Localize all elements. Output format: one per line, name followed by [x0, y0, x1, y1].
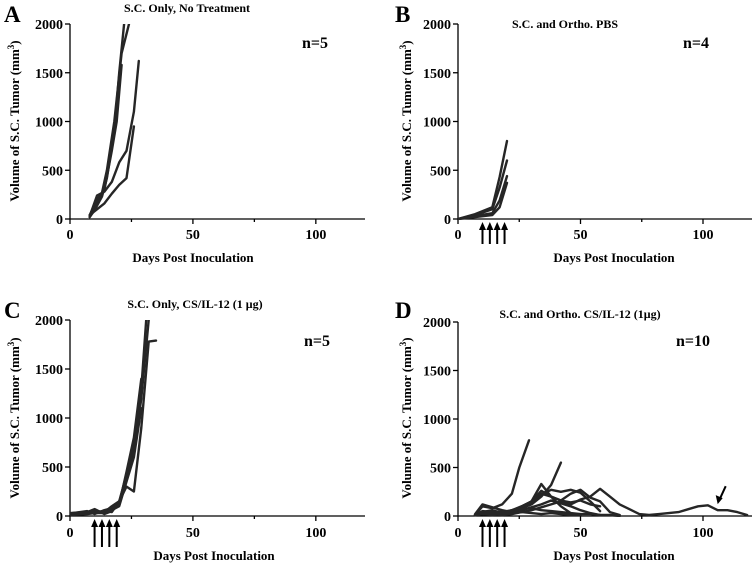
y-tick-label: 500 — [430, 462, 451, 477]
x-tick-label: 100 — [693, 228, 714, 243]
annotation-arrowhead — [715, 495, 723, 505]
y-axis-label-end: ) — [7, 40, 22, 44]
y-axis-label-main: Volume of S.C. Tumor (mm — [7, 346, 22, 499]
y-axis-label: Volume of S.C. Tumor (mm3) — [398, 40, 414, 201]
treatment-arrowhead — [91, 519, 99, 527]
y-axis-label: Volume of S.C. Tumor (mm3) — [6, 337, 22, 498]
panel-letter: B — [395, 2, 410, 27]
treatment-arrowhead — [501, 222, 509, 230]
series-line-mouse-2 — [88, 24, 131, 219]
x-tick-label: 100 — [305, 526, 326, 541]
x-tick-label: 50 — [574, 228, 588, 243]
y-tick-label: 500 — [430, 164, 451, 179]
y-tick-label: 1000 — [35, 412, 63, 427]
treatment-arrowhead — [479, 519, 486, 527]
n-label: n=5 — [302, 35, 328, 52]
x-tick-label: 0 — [67, 526, 74, 541]
annotation-arrow — [718, 485, 727, 500]
y-tick-label: 1500 — [35, 67, 63, 82]
y-tick-label: 1500 — [423, 67, 451, 82]
x-axis-label: Days Post Inoculation — [153, 548, 275, 563]
x-tick-label: 100 — [305, 228, 326, 243]
series-line-mouse-4 — [88, 59, 141, 218]
panel-letter: C — [4, 298, 21, 323]
series-line-mouse-5 — [88, 125, 136, 217]
y-tick-label: 0 — [444, 510, 451, 525]
y-tick-label: 1000 — [423, 413, 451, 428]
x-tick-label: 50 — [186, 526, 200, 541]
series-group — [458, 139, 509, 220]
series-line-mouse-10 — [473, 510, 582, 517]
y-axis-label-superscript: 3 — [6, 44, 16, 49]
y-tick-label: 1000 — [35, 116, 63, 131]
y-axis-label: Volume of S.C. Tumor (mm3) — [6, 40, 22, 201]
x-axis-label: Days Post Inoculation — [553, 548, 675, 563]
x-tick-label: 100 — [693, 526, 714, 541]
x-axis-label: Days Post Inoculation — [132, 250, 254, 265]
series-line-mouse-3 — [70, 407, 143, 517]
treatment-arrowhead — [493, 222, 501, 230]
treatment-arrowhead — [98, 519, 106, 527]
x-tick-label: 50 — [186, 228, 200, 243]
y-axis-label-superscript: 3 — [398, 341, 408, 346]
y-tick-label: 1000 — [423, 116, 451, 131]
panel-title: S.C. and Ortho. CS/IL-12 (1μg) — [499, 307, 660, 321]
y-tick-label: 1500 — [423, 365, 451, 380]
y-tick-label: 2000 — [423, 18, 451, 33]
y-axis-label-end: ) — [399, 40, 414, 44]
y-tick-label: 2000 — [423, 316, 451, 331]
y-axis-label-superscript: 3 — [398, 44, 408, 49]
y-tick-label: 0 — [56, 510, 63, 525]
panel-title: S.C. Only, CS/IL-12 (1 μg) — [127, 297, 262, 311]
series-group — [70, 320, 158, 517]
y-tick-label: 500 — [42, 164, 63, 179]
panel-title: S.C. and Ortho. PBS — [512, 17, 618, 31]
panel-c: C S.C. Only, CS/IL-12 (1 μg) n=5 Days Po… — [4, 297, 365, 563]
y-axis-label-main: Volume of S.C. Tumor (mm — [399, 49, 414, 202]
y-axis-label-end: ) — [399, 337, 414, 341]
panel-title: S.C. Only, No Treatment — [124, 1, 250, 15]
treatment-arrowhead — [486, 222, 494, 230]
y-axis-label-main: Volume of S.C. Tumor (mm — [399, 346, 414, 499]
treatment-arrowhead — [105, 519, 113, 527]
x-tick-label: 0 — [67, 228, 74, 243]
y-tick-label: 2000 — [35, 18, 63, 33]
n-label: n=5 — [304, 333, 330, 350]
panel-b: B S.C. and Ortho. PBS n=4 Days Post Inoc… — [395, 2, 752, 265]
y-axis-label-main: Volume of S.C. Tumor (mm — [7, 49, 22, 202]
n-label: n=4 — [683, 35, 709, 52]
treatment-arrowhead — [493, 519, 501, 527]
y-axis-label: Volume of S.C. Tumor (mm3) — [398, 337, 414, 498]
treatment-arrowhead — [501, 519, 509, 527]
panel-letter: D — [395, 298, 412, 323]
y-tick-label: 500 — [42, 461, 63, 476]
series-line-mouse-4 — [458, 181, 509, 220]
treatment-arrowhead — [486, 519, 494, 527]
y-axis-label-superscript: 3 — [6, 341, 16, 346]
x-tick-label: 0 — [455, 228, 462, 243]
n-label: n=10 — [676, 333, 710, 350]
panel-d: D S.C. and Ortho. CS/IL-12 (1μg) n=10 Da… — [395, 298, 752, 563]
series-line-mouse-5 — [70, 377, 143, 516]
treatment-arrowhead — [479, 222, 486, 230]
panel-letter: A — [4, 2, 21, 27]
x-axis-label: Days Post Inoculation — [553, 250, 675, 265]
x-tick-label: 50 — [574, 526, 588, 541]
y-tick-label: 0 — [56, 213, 63, 228]
series-group — [88, 24, 141, 219]
series-group — [473, 439, 749, 517]
y-tick-label: 0 — [444, 213, 451, 228]
y-tick-label: 1500 — [35, 363, 63, 378]
treatment-arrowhead — [113, 519, 121, 527]
x-tick-label: 0 — [455, 526, 462, 541]
y-axis-label-end: ) — [7, 337, 22, 341]
y-tick-label: 2000 — [35, 314, 63, 329]
panel-a: A S.C. Only, No Treatment n=5 Days Post … — [4, 1, 365, 265]
